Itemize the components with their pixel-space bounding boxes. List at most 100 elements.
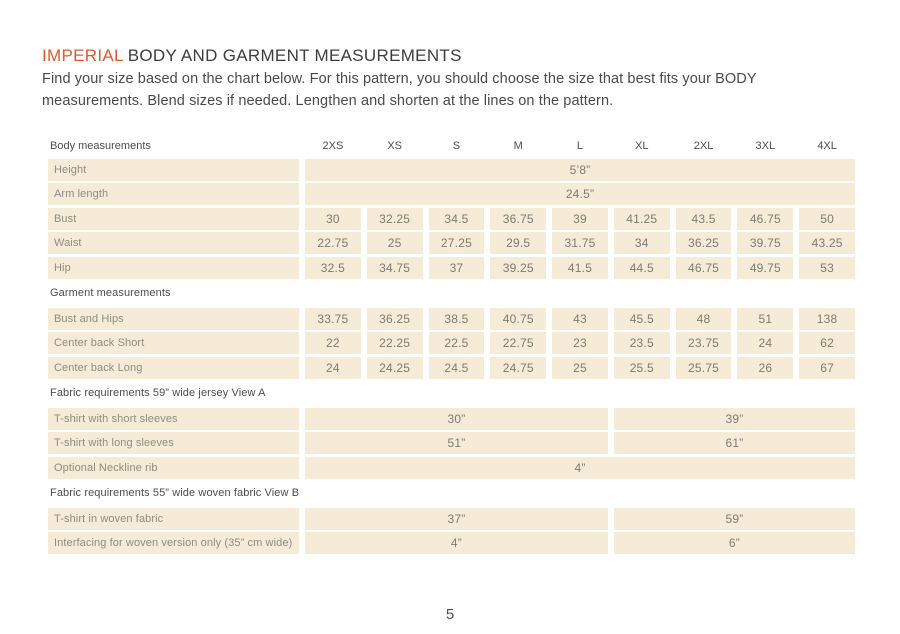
- size-table: Body measurements 2XS XS S M L XL 2XL 3XL 4XL Heig…: [48, 137, 855, 554]
- measurement-value: 24.25: [366, 356, 423, 379]
- measurement-value: 43.5: [675, 207, 732, 230]
- measurement-value: 59”: [613, 507, 855, 530]
- measurement-value: 39”: [613, 407, 855, 430]
- row-label: T-shirt with long sleeves: [48, 432, 299, 454]
- measurement-value: 26: [737, 356, 794, 379]
- measurement-value: 39: [552, 207, 608, 230]
- measurement-value: 49.75: [737, 256, 794, 279]
- measurement-value: 22: [305, 332, 361, 354]
- size-column-header: L: [576, 140, 584, 152]
- row-label: Center back Long: [48, 356, 299, 379]
- measurement-value: 29.5: [490, 232, 547, 254]
- measurement-value: 138: [799, 307, 855, 330]
- measurement-value: 27.25: [428, 232, 485, 254]
- size-column-header: 4XL: [817, 140, 837, 152]
- section-header: Garment measurements: [50, 287, 171, 299]
- measurement-value: 39.25: [490, 256, 547, 279]
- row-label: Hip: [48, 256, 299, 279]
- size-column-header: XS: [387, 140, 402, 152]
- measurement-value: 46.75: [675, 256, 732, 279]
- row-label: Waist: [48, 232, 299, 254]
- measurement-value: 45.5: [613, 307, 670, 330]
- measurement-value: 25: [552, 356, 608, 379]
- measurement-value: 22.25: [366, 332, 423, 354]
- measurement-value: 62: [799, 332, 855, 354]
- measurement-value: 25: [366, 232, 423, 254]
- table-header-label: Body measurements: [50, 140, 151, 152]
- page-number: 5: [445, 606, 455, 623]
- section-header: Fabric requirements 59” wide jersey View…: [50, 387, 266, 399]
- measurement-value: 30”: [305, 407, 608, 430]
- measurement-value: 37”: [305, 507, 608, 530]
- measurement-value: 24.5”: [305, 183, 855, 205]
- measurement-value: 41.25: [613, 207, 670, 230]
- measurement-value: 36.25: [675, 232, 732, 254]
- measurement-value: 31.75: [552, 232, 608, 254]
- size-column-header: 2XS: [322, 140, 344, 152]
- measurement-value: 33.75: [305, 307, 361, 330]
- row-label: Bust and Hips: [48, 307, 299, 330]
- row-label: Center back Short: [48, 332, 299, 354]
- measurement-value: 38.5: [428, 307, 485, 330]
- size-column-header: XL: [635, 140, 649, 152]
- measurement-value: 51”: [305, 432, 608, 454]
- row-label: Bust: [48, 207, 299, 230]
- measurement-value: 51: [737, 307, 794, 330]
- measurement-value: 34.5: [428, 207, 485, 230]
- row-label: Height: [48, 158, 299, 181]
- measurement-value: 40.75: [490, 307, 547, 330]
- intro-text: Find your size based on the chart below.…: [42, 68, 757, 112]
- measurement-value: 36.25: [366, 307, 423, 330]
- measurement-value: 30: [305, 207, 361, 230]
- measurement-value: 61”: [613, 432, 855, 454]
- measurement-value: 46.75: [737, 207, 794, 230]
- measurement-value: 41.5: [552, 256, 608, 279]
- intro-line-1: Find your size based on the chart below.…: [42, 71, 757, 87]
- measurement-value: 43: [552, 307, 608, 330]
- row-label: T-shirt with short sleeves: [48, 407, 299, 430]
- size-column-header: 2XL: [693, 140, 714, 152]
- title-highlight: IMPERIAL: [42, 46, 124, 65]
- row-label: Optional Neckline rib: [48, 456, 299, 479]
- measurement-value: 23.75: [675, 332, 732, 354]
- measurement-value: 36.75: [490, 207, 547, 230]
- measurement-value: 24.5: [428, 356, 485, 379]
- measurement-value: 34: [613, 232, 670, 254]
- measurement-value: 23: [552, 332, 608, 354]
- measurement-value: 22.5: [428, 332, 485, 354]
- size-column-header: 3XL: [755, 140, 776, 152]
- measurement-value: 4”: [305, 456, 855, 479]
- measurement-value: 32.5: [305, 256, 361, 279]
- row-label: Arm length: [48, 183, 299, 205]
- measurement-value: 32.25: [366, 207, 423, 230]
- measurement-value: 43.25: [799, 232, 855, 254]
- measurement-value: 50: [799, 207, 855, 230]
- measurement-value: 67: [799, 356, 855, 379]
- measurement-value: 22.75: [305, 232, 361, 254]
- measurement-value: 25.5: [613, 356, 670, 379]
- measurement-value: 37: [428, 256, 485, 279]
- measurement-value: 24: [737, 332, 794, 354]
- size-column-header: M: [513, 140, 523, 152]
- section-header: Fabric requirements 55” wide woven fabri…: [50, 487, 300, 499]
- row-label: T-shirt in woven fabric: [48, 507, 299, 530]
- measurement-value: 24: [305, 356, 361, 379]
- measurement-value: 25.75: [675, 356, 732, 379]
- size-column-header: S: [452, 140, 461, 152]
- measurement-value: 23.5: [613, 332, 670, 354]
- title-rest: BODY AND GARMENT MEASUREMENTS: [127, 46, 462, 65]
- measurement-value: 48: [675, 307, 732, 330]
- measurement-value: 24.75: [490, 356, 547, 379]
- row-label: Interfacing for woven version only (35” …: [48, 532, 299, 554]
- measurement-value: 34.75: [366, 256, 423, 279]
- page-title: IMPERIAL BODY AND GARMENT MEASUREMENTS: [42, 46, 462, 66]
- measurement-value: 53: [799, 256, 855, 279]
- measurement-value: 44.5: [613, 256, 670, 279]
- measurement-value: 6”: [613, 532, 855, 554]
- measurement-value: 39.75: [737, 232, 794, 254]
- measurement-value: 22.75: [490, 332, 547, 354]
- intro-line-2: measurements. Blend sizes if needed. Len…: [42, 93, 614, 109]
- measurement-value: 5’8”: [305, 158, 855, 181]
- measurement-value: 4”: [305, 532, 608, 554]
